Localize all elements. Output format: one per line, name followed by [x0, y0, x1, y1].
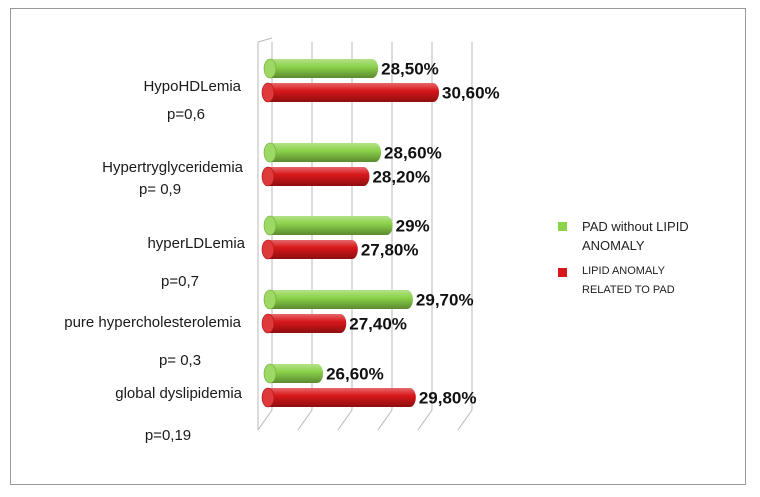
data-label: 27,40%: [349, 315, 407, 334]
bar-pad-without-lipid-anomaly-0-cap: [263, 58, 277, 79]
bar-lipid-anomaly-related-to-pad-4: [262, 388, 416, 407]
bar-pad-without-lipid-anomaly-0: [264, 59, 379, 78]
grid-floor-line: [297, 409, 313, 431]
grid-floor-line: [337, 409, 353, 431]
legend-swatch-lipid-anomaly-related-to-pad: [558, 268, 567, 277]
bar-pad-without-lipid-anomaly-4: [264, 364, 324, 383]
category-label: global dyslipidemia: [115, 385, 242, 402]
legend-line: RELATED TO PAD: [582, 284, 675, 296]
p-value-label: p=0,6: [167, 106, 205, 123]
bar-pad-without-lipid-anomaly-2-cap: [263, 215, 277, 236]
bar-lipid-anomaly-related-to-pad-1-cap: [261, 166, 275, 187]
bar-lipid-anomaly-related-to-pad-3-cap: [261, 313, 275, 334]
legend-line: ANOMALY: [582, 238, 645, 253]
bar-pad-without-lipid-anomaly-3-cap: [263, 289, 277, 310]
data-label: 29,70%: [416, 291, 474, 310]
p-value-label: p= 0,9: [139, 181, 181, 198]
data-label: 27,80%: [361, 241, 419, 260]
data-label: 28,50%: [381, 60, 439, 79]
bar-lipid-anomaly-related-to-pad-0: [262, 83, 440, 102]
bar-lipid-anomaly-related-to-pad-0-cap: [261, 82, 275, 103]
bar-pad-without-lipid-anomaly-1: [264, 143, 382, 162]
bar-lipid-anomaly-related-to-pad-2-cap: [261, 239, 275, 260]
category-label: HypoHDLemia: [143, 78, 241, 95]
grid-floor-line: [257, 409, 273, 431]
category-label: pure hypercholesterolemia: [64, 314, 241, 331]
legend-swatch-pad-without-lipid-anomaly: [558, 222, 567, 231]
bar-pad-without-lipid-anomaly-2: [264, 216, 393, 235]
p-value-label: p= 0,3: [159, 352, 201, 369]
grid-floor-line: [457, 409, 473, 431]
grid-lines: [257, 37, 473, 431]
legend-label-pad-without-lipid-anomaly: PAD without LIPID ANOMALY: [582, 219, 692, 253]
data-label: 29%: [396, 217, 430, 236]
data-label: 28,20%: [372, 168, 430, 187]
category-label: Hypertryglyceridemia: [102, 159, 244, 176]
legend-label-lipid-anomaly-related-to-pad: LIPID ANOMALY RELATED TO PAD: [582, 265, 675, 296]
bar-pad-without-lipid-anomaly-1-cap: [263, 142, 277, 163]
grid-floor-line: [417, 409, 433, 431]
chart-frame: [10, 8, 746, 485]
bar-lipid-anomaly-related-to-pad-3: [262, 314, 347, 333]
legend-line: PAD without LIPID: [582, 219, 689, 234]
bar-lipid-anomaly-related-to-pad-1: [262, 167, 370, 186]
data-label: 26,60%: [326, 365, 384, 384]
category-label: hyperLDLemia: [147, 235, 245, 252]
axis-wall: [257, 37, 273, 430]
legend: PAD without LIPID ANOMALY LIPID ANOMALY …: [558, 219, 692, 296]
bar-pad-without-lipid-anomaly-3: [264, 290, 413, 309]
data-label: 30,60%: [442, 84, 500, 103]
data-label: 28,60%: [384, 144, 442, 163]
data-label: 29,80%: [419, 389, 477, 408]
p-value-label: p=0,19: [145, 427, 191, 444]
bar-pad-without-lipid-anomaly-4-cap: [263, 363, 277, 384]
bar-lipid-anomaly-related-to-pad-4-cap: [261, 387, 275, 408]
grid-floor-line: [377, 409, 393, 431]
bar-lipid-anomaly-related-to-pad-2: [262, 240, 358, 259]
labels: 28,50%30,60% HypoHDLemia p=0,6 28,60% 28,20%…: [64, 60, 499, 445]
bars: [261, 58, 440, 408]
legend-line: LIPID ANOMALY: [582, 265, 666, 277]
p-value-label: p=0,7: [161, 273, 199, 290]
